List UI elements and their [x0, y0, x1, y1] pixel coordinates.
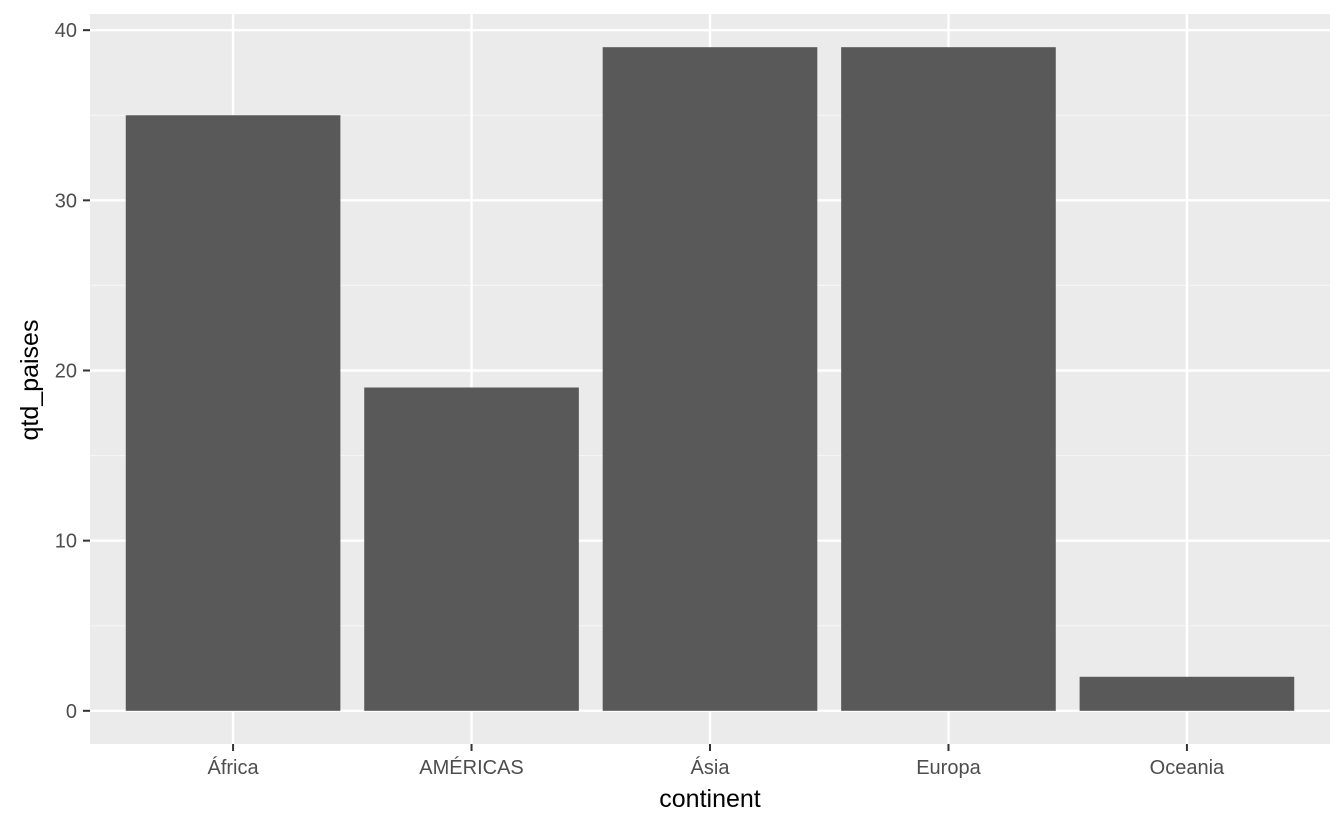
- bar-oceania: [1079, 676, 1295, 711]
- y-tick-label: 10: [55, 531, 77, 553]
- x-axis: África AMÉRICAS Ásia Europa Oceania: [208, 744, 1225, 779]
- y-tick-label: 20: [55, 360, 77, 382]
- bar-américas: [364, 387, 579, 711]
- y-tick-label: 30: [55, 190, 77, 212]
- y-tick-label: 0: [66, 701, 77, 723]
- y-axis: 0 10 20 30 40: [55, 20, 90, 723]
- bar-europa: [841, 47, 1056, 711]
- bar-áfrica: [125, 115, 341, 711]
- x-tick-label: AMÉRICAS: [419, 756, 523, 779]
- x-tick-label: Europa: [916, 757, 981, 779]
- x-tick-label: África: [208, 756, 260, 779]
- bars: [125, 47, 1295, 711]
- bar-ásia: [602, 47, 818, 711]
- y-tick-label: 40: [55, 20, 77, 42]
- y-axis-title: qtd_paises: [16, 320, 44, 441]
- x-axis-title: continent: [659, 785, 761, 813]
- x-tick-label: Ásia: [691, 756, 731, 779]
- x-tick-label: Oceania: [1150, 757, 1225, 779]
